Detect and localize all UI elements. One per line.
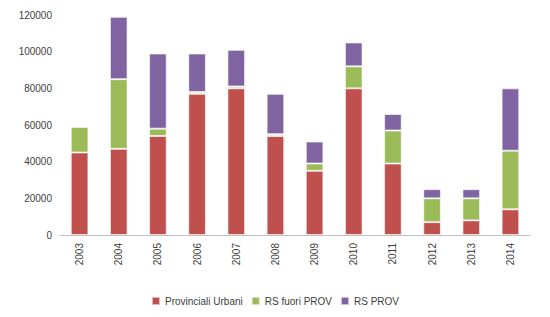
svg-text:2014: 2014	[505, 243, 516, 266]
svg-text:2007: 2007	[231, 243, 242, 266]
svg-text:0: 0	[46, 230, 52, 241]
svg-text:2004: 2004	[113, 243, 124, 266]
svg-text:20000: 20000	[24, 193, 52, 204]
svg-text:2011: 2011	[387, 243, 398, 265]
svg-text:2003: 2003	[74, 243, 85, 266]
svg-text:Provinciali Urbani: Provinciali Urbani	[165, 296, 243, 307]
svg-text:80000: 80000	[24, 83, 52, 94]
svg-text:120000: 120000	[19, 10, 53, 21]
svg-text:60000: 60000	[24, 120, 52, 131]
svg-text:RS PROV: RS PROV	[354, 296, 399, 307]
svg-text:100000: 100000	[19, 46, 53, 57]
svg-text:2005: 2005	[152, 243, 163, 266]
svg-text:RS fuori PROV: RS fuori PROV	[265, 296, 333, 307]
svg-text:40000: 40000	[24, 156, 52, 167]
svg-text:2010: 2010	[348, 243, 359, 266]
svg-text:2013: 2013	[466, 243, 477, 266]
svg-text:2008: 2008	[270, 243, 281, 266]
svg-text:2006: 2006	[192, 243, 203, 266]
svg-text:2012: 2012	[427, 243, 438, 266]
svg-text:2009: 2009	[309, 243, 320, 266]
